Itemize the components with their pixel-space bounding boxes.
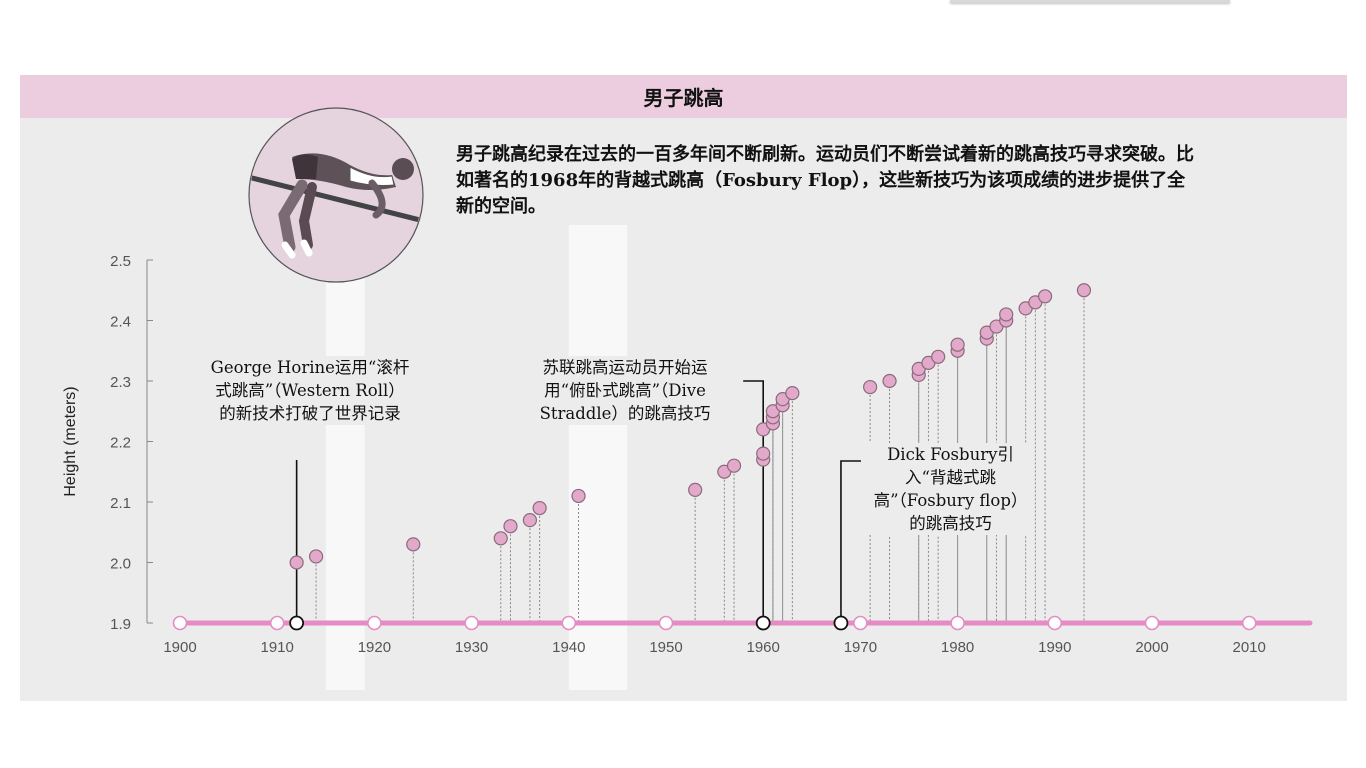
decade-marker — [367, 615, 382, 631]
x-tick-label: 1950 — [649, 639, 682, 656]
title-band: 男子跳高 — [20, 75, 1347, 118]
x-tick-label: 1970 — [844, 639, 877, 656]
top-scrollbar — [950, 0, 1230, 3]
y-tick-label: 2.1 — [110, 495, 131, 512]
decade-marker — [269, 615, 285, 631]
decade-marker — [950, 615, 965, 631]
x-tick-label: 1920 — [358, 639, 391, 656]
annotation-fosbury: Dick Fosbury引入“背越式跳高”（Fosbury flop）的跳高技巧 — [868, 443, 1033, 535]
x-tick-label: 1930 — [455, 639, 488, 656]
record-point — [726, 458, 742, 473]
x-tick-label: 2000 — [1135, 639, 1168, 656]
decade-marker — [853, 615, 868, 631]
decade-marker — [1241, 615, 1257, 631]
highlight-year-marker — [755, 615, 771, 631]
record-point — [493, 531, 508, 546]
record-point — [1037, 289, 1053, 304]
record-point — [308, 549, 324, 564]
callout-line-soviet — [743, 380, 765, 623]
record-point — [999, 307, 1014, 322]
decade-marker — [561, 615, 577, 631]
y-tick-label: 2.3 — [110, 374, 131, 391]
record-point — [756, 446, 771, 461]
record-point — [950, 337, 965, 352]
x-tick-label: 2010 — [1233, 639, 1266, 656]
record-point — [289, 555, 304, 570]
y-axis-label: Height (meters) — [62, 386, 79, 496]
high-jump-chart: 1.9 2.0 2.1 2.2 2.3 2.4 2.5 Height (meters) 1900… — [62, 107, 1313, 690]
y-tick-label: 2.5 — [110, 253, 131, 270]
x-tick-label: 1910 — [261, 639, 294, 656]
high-jumper-illustration — [248, 107, 424, 283]
record-point — [503, 519, 518, 534]
record-point — [688, 482, 703, 497]
highlight-year-marker — [833, 615, 849, 631]
y-tick-label: 1.9 — [110, 616, 131, 633]
y-tick-label: 2.0 — [110, 556, 131, 573]
record-point — [785, 386, 800, 401]
y-tick-label: 2.4 — [110, 314, 131, 331]
x-tick-label: 1940 — [552, 639, 585, 656]
chart-title: 男子跳高 — [643, 86, 724, 110]
intro-text: 男子跳高纪录在过去的一百多年间不断刷新。运动员们不断尝试着新的跳高技巧寻求突破。… — [456, 144, 1194, 217]
decade-marker — [1144, 615, 1160, 631]
decade-marker — [464, 615, 479, 631]
x-tick-label: 1900 — [163, 639, 196, 656]
record-point — [863, 379, 878, 395]
record-point — [532, 500, 547, 516]
record-point — [406, 537, 421, 552]
record-point — [1076, 283, 1092, 298]
technique-band-1 — [568, 225, 628, 690]
x-tick-label: 1980 — [941, 639, 974, 656]
highlight-year-marker — [289, 615, 305, 631]
decade-marker — [658, 615, 674, 631]
decade-marker — [1047, 615, 1063, 631]
decade-marker — [172, 615, 188, 631]
y-tick-label: 2.2 — [110, 435, 131, 452]
record-point — [522, 513, 538, 528]
x-tick-label: 1960 — [747, 639, 780, 656]
x-tick-label: 1990 — [1038, 639, 1071, 656]
technique-band-0 — [325, 225, 365, 690]
chart-panel: 男子跳高 1.9 2.0 2.1 2.2 2.3 2.4 2.5 Height (meters… — [20, 75, 1347, 701]
annotation-horine: George Horine运用“滚杆式跳高”（Western Roll）的新技术… — [210, 356, 410, 425]
record-point — [571, 488, 586, 504]
record-point — [882, 373, 897, 389]
annotation-soviet: 苏联跳高运动员开始运用“俯卧式跳高”（Dive Straddle）的跳高技巧 — [525, 356, 725, 425]
callout-line-fosbury — [840, 460, 861, 623]
record-point — [931, 349, 946, 364]
